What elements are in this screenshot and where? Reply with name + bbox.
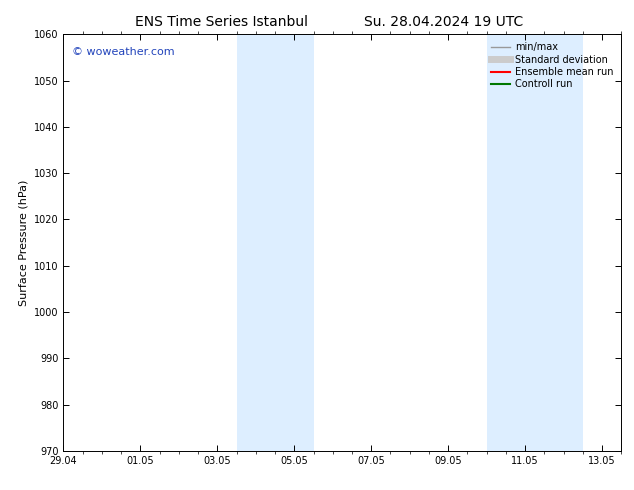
Text: Su. 28.04.2024 19 UTC: Su. 28.04.2024 19 UTC — [364, 15, 524, 29]
Bar — [487, 34, 583, 451]
Text: ENS Time Series Istanbul: ENS Time Series Istanbul — [136, 15, 308, 29]
Legend: min/max, Standard deviation, Ensemble mean run, Controll run: min/max, Standard deviation, Ensemble me… — [488, 39, 616, 92]
Y-axis label: Surface Pressure (hPa): Surface Pressure (hPa) — [18, 179, 29, 306]
Bar — [236, 34, 313, 451]
Text: © woweather.com: © woweather.com — [72, 47, 174, 57]
